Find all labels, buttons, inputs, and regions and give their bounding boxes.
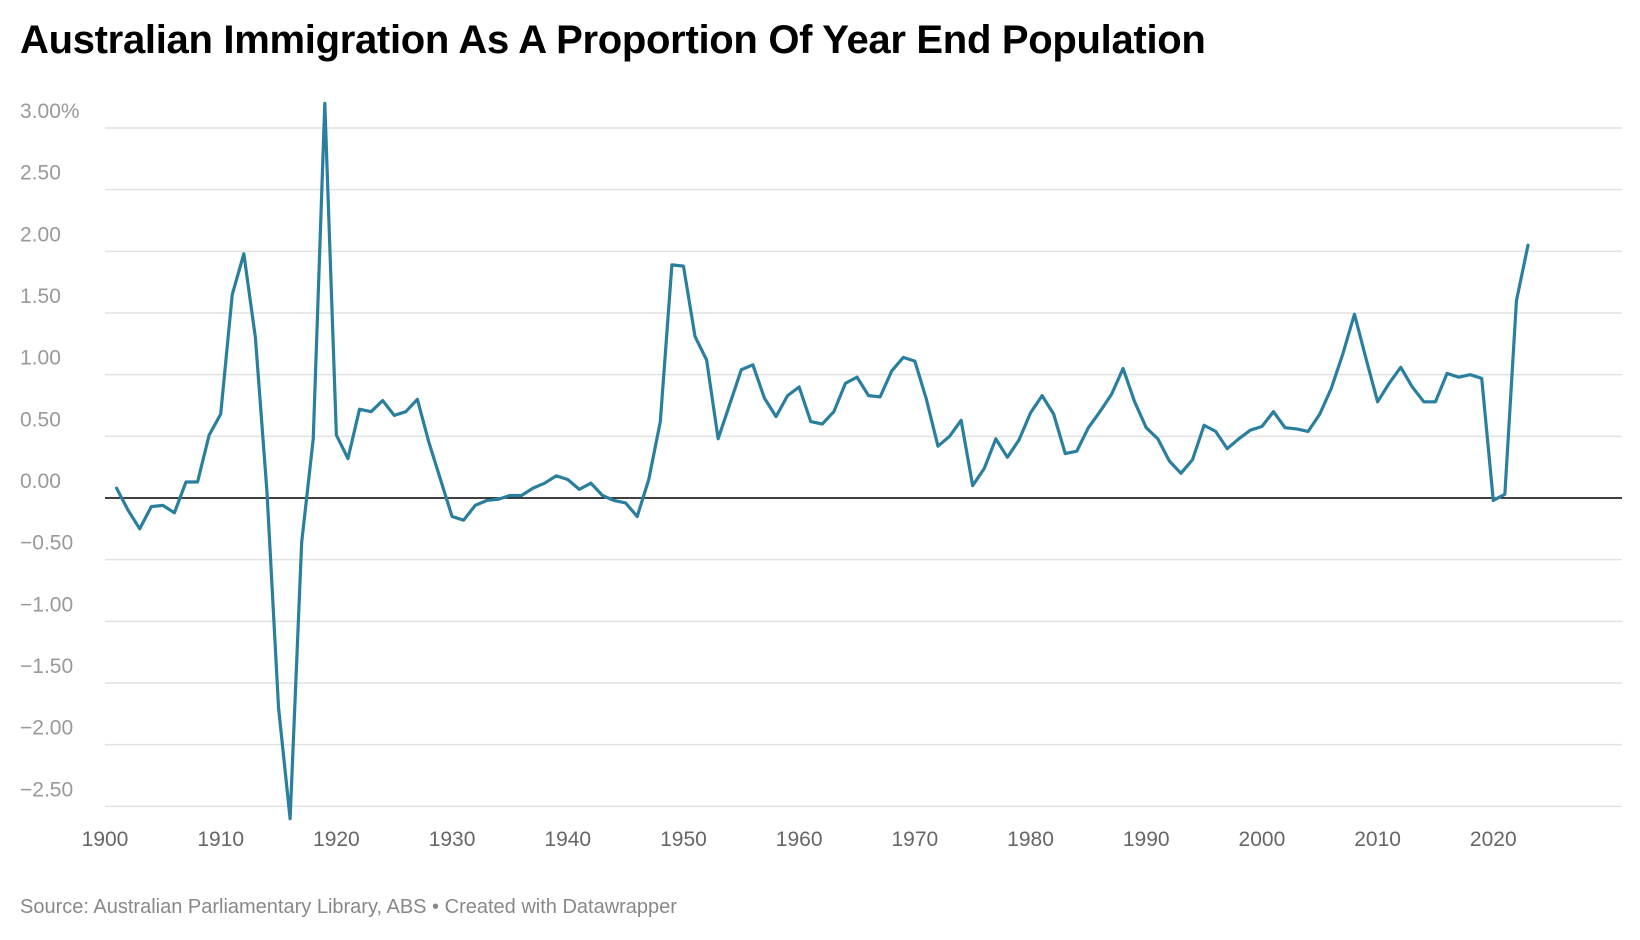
x-tick-label: 1970 [891,828,938,851]
x-tick-label: 1990 [1123,828,1170,851]
footer-separator: • [426,896,445,918]
source-text: Australian Parliamentary Library, ABS [93,896,427,918]
y-tick-label: 2.50 [20,162,61,185]
y-tick-label: 0.00 [20,470,61,493]
y-tick-label: −2.50 [20,778,73,801]
y-tick-label: 0.50 [20,408,61,431]
y-tick-label: −1.50 [20,655,73,678]
x-tick-label: 1940 [544,828,591,851]
y-tick-label: 1.00 [20,347,61,370]
data-points [115,101,1530,820]
y-tick-label: 1.50 [20,285,61,308]
x-tick-label: 1930 [429,828,476,851]
grid-layer [105,127,1622,808]
x-tick-label: 1950 [660,828,707,851]
y-tick-label: −0.50 [20,532,73,555]
chart-title: Australian Immigration As A Proportion O… [20,18,1206,62]
x-tick-label: 2020 [1470,828,1517,851]
immigration-series-line [114,101,1530,821]
x-tick-label: 1980 [1007,828,1054,851]
footer: Source: Australian Parliamentary Library… [20,896,677,919]
y-tick-label: −1.00 [20,593,73,616]
y-tick-label: 3.00% [20,100,80,123]
y-axis-tick-labels: 3.00% 2.50 2.00 1.50 1.00 0.50 0.00 −0.50 −1.00 −… [20,100,80,801]
x-tick-label: 1910 [197,828,244,851]
x-tick-label: 2000 [1239,828,1286,851]
source-prefix: Source: [20,896,94,918]
credit-text: Created with Datawrapper [444,896,677,918]
y-tick-label: 2.00 [20,223,61,246]
x-tick-label: 1920 [313,828,360,851]
y-tick-label: −2.00 [20,717,73,740]
chart-svg: 3.00% 2.50 2.00 1.50 1.00 0.50 0.00 −0.50 −1.00 −… [20,100,1622,851]
x-axis-tick-labels: 1900 1910 1920 1930 1940 1950 1960 1970 1980 1990… [82,828,1517,851]
x-tick-label: 1960 [776,828,823,851]
x-tick-label: 2010 [1354,828,1401,851]
x-tick-label: 1900 [82,828,129,851]
